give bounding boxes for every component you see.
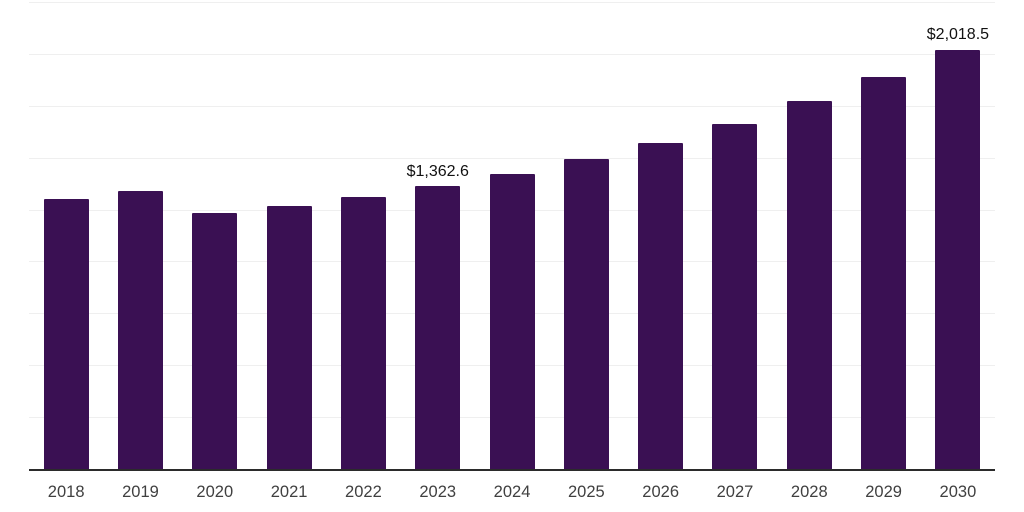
gridline	[29, 105, 995, 107]
bar-2022	[340, 196, 386, 469]
bars: $1,362.6 $2,018.5	[29, 2, 995, 469]
bar-2023	[415, 186, 461, 469]
bar-slot-2030: $2,018.5	[921, 2, 995, 469]
bar-slot-2021	[252, 2, 326, 469]
bar-2019	[117, 190, 163, 469]
bar-2030	[935, 50, 981, 469]
gridline	[29, 2, 995, 3]
bar-slot-2025	[549, 2, 623, 469]
bar-2020	[192, 212, 238, 469]
x-tick-2021: 2021	[270, 483, 308, 501]
bar-slot-2024	[475, 2, 549, 469]
bar-slot-2029	[846, 2, 920, 469]
bar-2024	[489, 174, 535, 469]
gridline	[29, 157, 995, 159]
gridline	[29, 53, 995, 55]
x-tick-2028: 2028	[790, 483, 828, 501]
bar-2027	[712, 124, 758, 469]
bar-2026	[638, 143, 684, 469]
bar-slot-2018	[29, 2, 103, 469]
x-tick-2020: 2020	[196, 483, 234, 501]
bar-2029	[861, 77, 907, 469]
x-tick-2018: 2018	[47, 483, 85, 501]
x-tick-2019: 2019	[122, 483, 159, 501]
data-label-2023: $1,362.6	[406, 162, 469, 180]
bar-slot-2023: $1,362.6	[401, 2, 475, 469]
bar-2028	[786, 101, 832, 469]
data-label-2030: $2,018.5	[926, 26, 990, 44]
bar-slot-2019	[103, 2, 177, 469]
x-axis: 2018 2019 2020 2021 2022 2023 2024 2025 2026 2027…	[29, 483, 995, 502]
bar-slot-2026	[624, 2, 698, 469]
bar-2018	[43, 198, 89, 469]
bar-slot-2028	[772, 2, 846, 469]
x-tick-2029: 2029	[865, 483, 902, 501]
bar-slot-2022	[326, 2, 400, 469]
x-tick-2022: 2022	[345, 483, 382, 501]
x-tick-2024: 2024	[493, 483, 531, 501]
bar-slot-2020	[178, 2, 252, 469]
bar-slot-2027	[698, 2, 772, 469]
bar-2021	[266, 206, 312, 469]
x-tick-2027: 2027	[716, 483, 754, 501]
x-tick-2030: 2030	[939, 483, 977, 501]
bar-2025	[563, 159, 609, 469]
x-tick-2026: 2026	[642, 483, 680, 501]
plot-area: $1,362.6 $2,018.5	[29, 2, 995, 471]
x-tick-2025: 2025	[567, 483, 605, 501]
x-tick-2023: 2023	[419, 483, 457, 501]
